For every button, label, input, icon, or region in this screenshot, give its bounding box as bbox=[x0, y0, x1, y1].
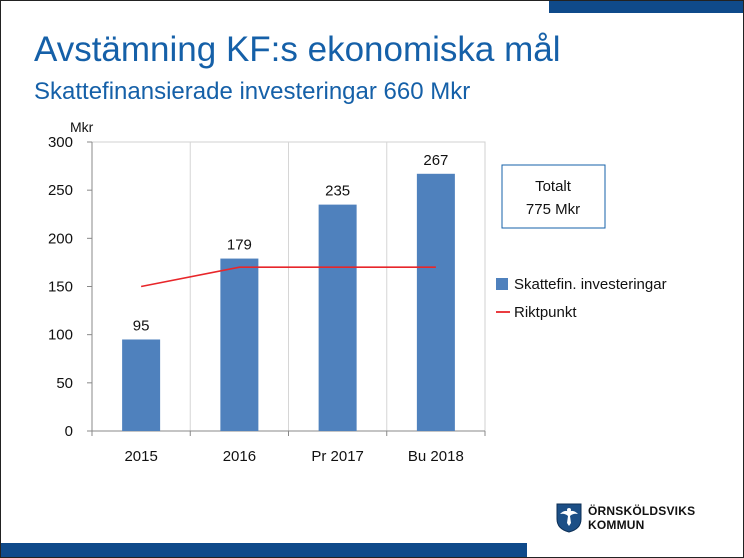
y-tick-label: 200 bbox=[48, 230, 73, 247]
bar bbox=[220, 258, 259, 431]
y-axis-title: Mkr bbox=[70, 119, 94, 135]
y-tick-label: 50 bbox=[56, 375, 73, 392]
y-tick-label: 0 bbox=[65, 423, 73, 440]
annotation-line-2: 775 Mkr bbox=[526, 201, 580, 218]
slide-subtitle: Skattefinansierade investeringar 660 Mkr bbox=[34, 78, 471, 105]
legend-label: Riktpunkt bbox=[514, 304, 577, 321]
y-tick-label: 250 bbox=[48, 182, 73, 199]
legend-label: Skattefin. investeringar bbox=[514, 276, 667, 293]
x-tick-label: 2015 bbox=[124, 448, 157, 465]
annotation-line-1: Totalt bbox=[535, 178, 572, 195]
y-tick-label: 100 bbox=[48, 327, 73, 344]
bar-data-label: 179 bbox=[227, 237, 252, 254]
slide-title: Avstämning KF:s ekonomiska mål bbox=[34, 30, 561, 69]
y-tick-label: 300 bbox=[48, 134, 73, 151]
bar bbox=[416, 173, 455, 432]
x-tick-label: Bu 2018 bbox=[408, 448, 464, 465]
top-accent-bar bbox=[549, 0, 744, 13]
bottom-accent-bar bbox=[0, 543, 527, 558]
legend-bar-swatch bbox=[496, 278, 508, 290]
total-annotation-box bbox=[501, 164, 606, 229]
municipality-logo-text: ÖRNSKÖLDSVIKS KOMMUN bbox=[588, 504, 695, 532]
bar-data-label: 267 bbox=[423, 152, 448, 169]
x-tick-label: 2016 bbox=[223, 448, 256, 465]
bar bbox=[318, 204, 357, 431]
bar-data-label: 235 bbox=[325, 183, 350, 200]
bar bbox=[122, 339, 161, 431]
logo-line-2: KOMMUN bbox=[588, 518, 645, 532]
bar-data-label: 95 bbox=[133, 317, 150, 334]
logo-line-1: ÖRNSKÖLDSVIKS bbox=[588, 504, 696, 518]
series-line bbox=[140, 266, 436, 288]
y-tick-label: 150 bbox=[48, 279, 73, 296]
municipality-emblem-icon bbox=[556, 503, 582, 533]
x-tick-label: Pr 2017 bbox=[311, 448, 364, 465]
